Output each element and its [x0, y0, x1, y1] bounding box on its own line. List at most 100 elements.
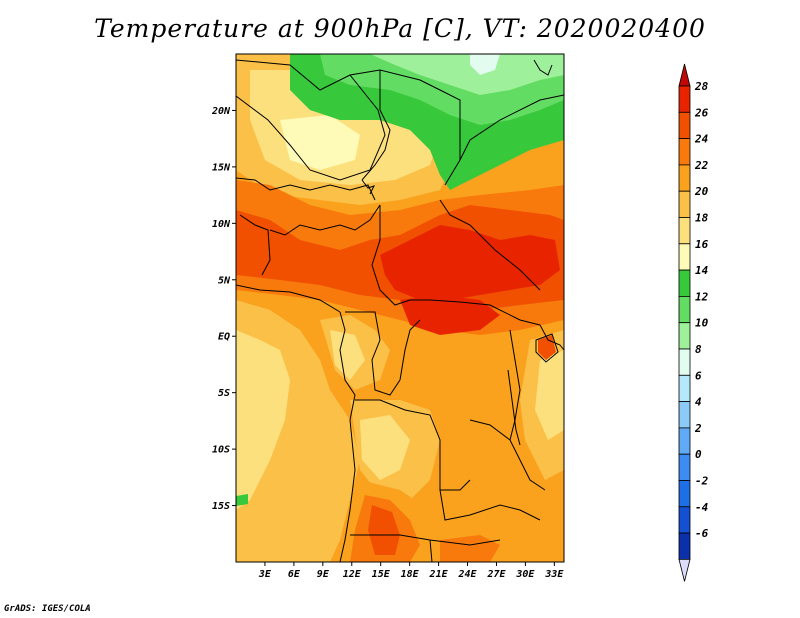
x-tick-label: 27E: [486, 569, 506, 580]
border-zambia: [439, 489, 541, 521]
colorbar-swatch: [678, 85, 691, 113]
colorbar-label: -6: [695, 527, 709, 540]
x-tick-label: 12E: [343, 569, 362, 580]
map-title: Temperature at 900hPa [C], VT: 202002040…: [94, 14, 706, 43]
field-16c-sahara-core: [280, 115, 360, 170]
colorbar-label: 24: [694, 133, 709, 146]
colorbar-swatch: [678, 532, 691, 560]
colorbar-label: 16: [695, 238, 709, 251]
border-chad-sudan: [459, 94, 564, 161]
colorbar-label: 6: [695, 369, 702, 382]
lake-tanganyika: [507, 369, 521, 446]
border-sahel: [236, 177, 376, 201]
colorbar-swatch: [678, 427, 691, 455]
colorbar-label: 10: [695, 317, 709, 330]
field-18c-east-highlands: [535, 350, 564, 440]
x-tick-label: 18E: [401, 569, 420, 580]
y-tick-label: EQ: [218, 332, 230, 343]
y-tick-label: 10S: [212, 445, 230, 456]
x-tick-label: 6E: [288, 569, 301, 580]
x-tick-label: 30E: [515, 569, 535, 580]
x-tick-label: 33E: [544, 569, 564, 580]
field-18c-coast: [236, 330, 290, 510]
colorbar-bottom-arrow: [678, 559, 691, 582]
border-car-sudan: [439, 199, 541, 291]
field-18c-angola-plateau: [360, 415, 410, 480]
colorbar-swatch: [678, 138, 691, 166]
field-28c-drc-north: [400, 295, 500, 335]
colorbar-swatch: [678, 243, 691, 271]
colorbar-swatch: [678, 453, 691, 481]
colorbar-label: 26: [694, 106, 709, 119]
coast-central-west: [339, 311, 356, 562]
country-borders: [236, 59, 564, 562]
colorbar-label: 0: [695, 448, 702, 461]
colorbar-label: 8: [695, 343, 702, 356]
colorbar-label: -4: [695, 501, 709, 514]
colorbar-label: 28: [694, 80, 709, 93]
colorbar-top-arrow: [678, 63, 691, 87]
colorbar-swatch: [678, 217, 691, 245]
colorbar-swatch: [678, 506, 691, 534]
grads-credit: GrADS: IGES/COLA: [4, 604, 91, 614]
x-tick-label: 21E: [429, 569, 449, 580]
y-tick-label: 5S: [218, 388, 230, 399]
colorbar-label: -2: [695, 475, 709, 488]
colorbar-label: 22: [694, 159, 709, 172]
border-drc-zambia: [469, 419, 546, 491]
colorbar-swatch: [678, 480, 691, 508]
field-10c-north: [370, 54, 564, 95]
border-uganda: [539, 324, 564, 351]
x-tick-label: 3E: [258, 569, 272, 580]
colorbar-swatch: [678, 322, 691, 350]
border-angola: [355, 399, 471, 491]
border-niger: [236, 74, 386, 181]
border-nigeria-north: [269, 204, 381, 236]
field-26c-south: [368, 505, 400, 555]
temperature-field: [236, 54, 564, 562]
field-8c-north: [470, 54, 500, 75]
colorbar-swatch: [678, 348, 691, 376]
colorbar-swatch: [678, 190, 691, 218]
colorbar-label: 12: [695, 290, 709, 303]
colorbar-label: 4: [695, 396, 702, 409]
y-tick-label: 10N: [212, 219, 231, 230]
y-tick-label: 15S: [212, 501, 230, 512]
field-28c-central-african-republic: [380, 225, 560, 300]
colorbar-swatch: [678, 269, 691, 297]
border-cameroon: [371, 205, 411, 306]
lake-victoria: [535, 333, 559, 363]
map-frame: [235, 53, 565, 563]
x-tick-label: 9E: [317, 569, 330, 580]
colorbar-label: 20: [694, 185, 709, 198]
y-tick-label: 5N: [218, 275, 231, 286]
field-24c-south-east: [440, 535, 500, 562]
field-18c-congo-coast: [330, 330, 365, 380]
y-tick-label: 15N: [212, 162, 231, 173]
lake-chad: [361, 179, 375, 195]
x-tick-label: 24E: [457, 569, 477, 580]
colorbar-label: 2: [694, 422, 702, 435]
border-gabon-congo: [345, 311, 401, 396]
coast-gulf-guinea: [236, 284, 341, 313]
border-car-drc: [410, 299, 541, 326]
colorbar-swatch: [678, 164, 691, 192]
border-botswana: [429, 539, 433, 562]
latitude-axis: 20N 15N 10N 5N EQ 5S 10S 15S: [211, 106, 236, 512]
border-benin-togo: [239, 214, 271, 276]
colorbar-label: 18: [695, 212, 709, 225]
border-great-lakes: [509, 329, 521, 441]
border-niger-chad: [361, 70, 391, 181]
x-tick-label: 15E: [372, 569, 391, 580]
colorbar-swatch: [678, 401, 691, 429]
field-14c-namibia-edge: [236, 494, 248, 506]
border-algeria-libya: [236, 59, 461, 186]
nile-delta: [533, 59, 553, 76]
longitude-axis: 3E 6E 9E 12E 15E 18E 21E 24E 27E 30E 33E: [258, 562, 564, 580]
colorbar-swatch: [678, 111, 691, 140]
colorbar-swatch: [678, 374, 691, 402]
colorbar-label: 14: [695, 264, 709, 277]
border-congo-drc: [399, 319, 421, 381]
